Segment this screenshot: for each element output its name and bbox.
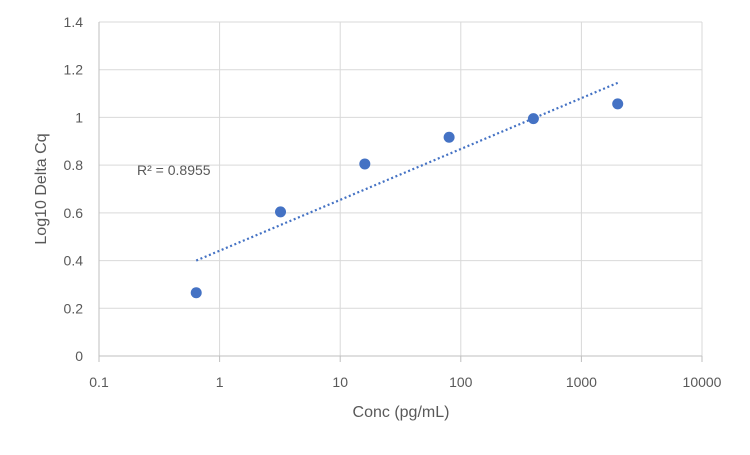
data-points xyxy=(190,98,624,299)
trendline xyxy=(195,81,619,262)
data-point xyxy=(359,158,371,170)
data-point xyxy=(612,98,624,110)
x-tick-label: 1 xyxy=(216,374,224,390)
grid-lines xyxy=(99,21,703,356)
x-axis-title: Conc (pg/mL) xyxy=(353,404,450,421)
y-tick-label: 0 xyxy=(75,348,83,364)
axes xyxy=(98,22,703,362)
y-axis-title: Log10 Delta Cq xyxy=(33,133,50,244)
y-tick-label: 0.2 xyxy=(64,300,84,316)
y-tick-label: 0.8 xyxy=(64,157,84,173)
data-point xyxy=(275,206,287,218)
y-tick-label: 1.4 xyxy=(64,14,84,30)
x-tick-label: 10 xyxy=(332,374,348,390)
x-tick-label: 100 xyxy=(449,374,473,390)
data-point xyxy=(527,113,539,125)
data-point xyxy=(190,287,202,299)
data-point xyxy=(443,131,455,143)
y-tick-label: 1 xyxy=(75,109,83,125)
x-tick-label: 1000 xyxy=(566,374,597,390)
r-squared-annotation: R² = 0.8955 xyxy=(137,162,211,178)
trendline-layer xyxy=(195,81,619,262)
x-tick-label: 0.1 xyxy=(89,374,109,390)
x-tick-label: 10000 xyxy=(683,374,722,390)
y-tick-label: 0.4 xyxy=(64,253,84,269)
y-tick-label: 1.2 xyxy=(64,62,84,78)
y-tick-label: 0.6 xyxy=(64,205,84,221)
tick-labels: 0 0.2 0.4 0.6 0.8 1 1.2 1.4 0.1 1 10 100 1000 10000 xyxy=(64,14,722,390)
